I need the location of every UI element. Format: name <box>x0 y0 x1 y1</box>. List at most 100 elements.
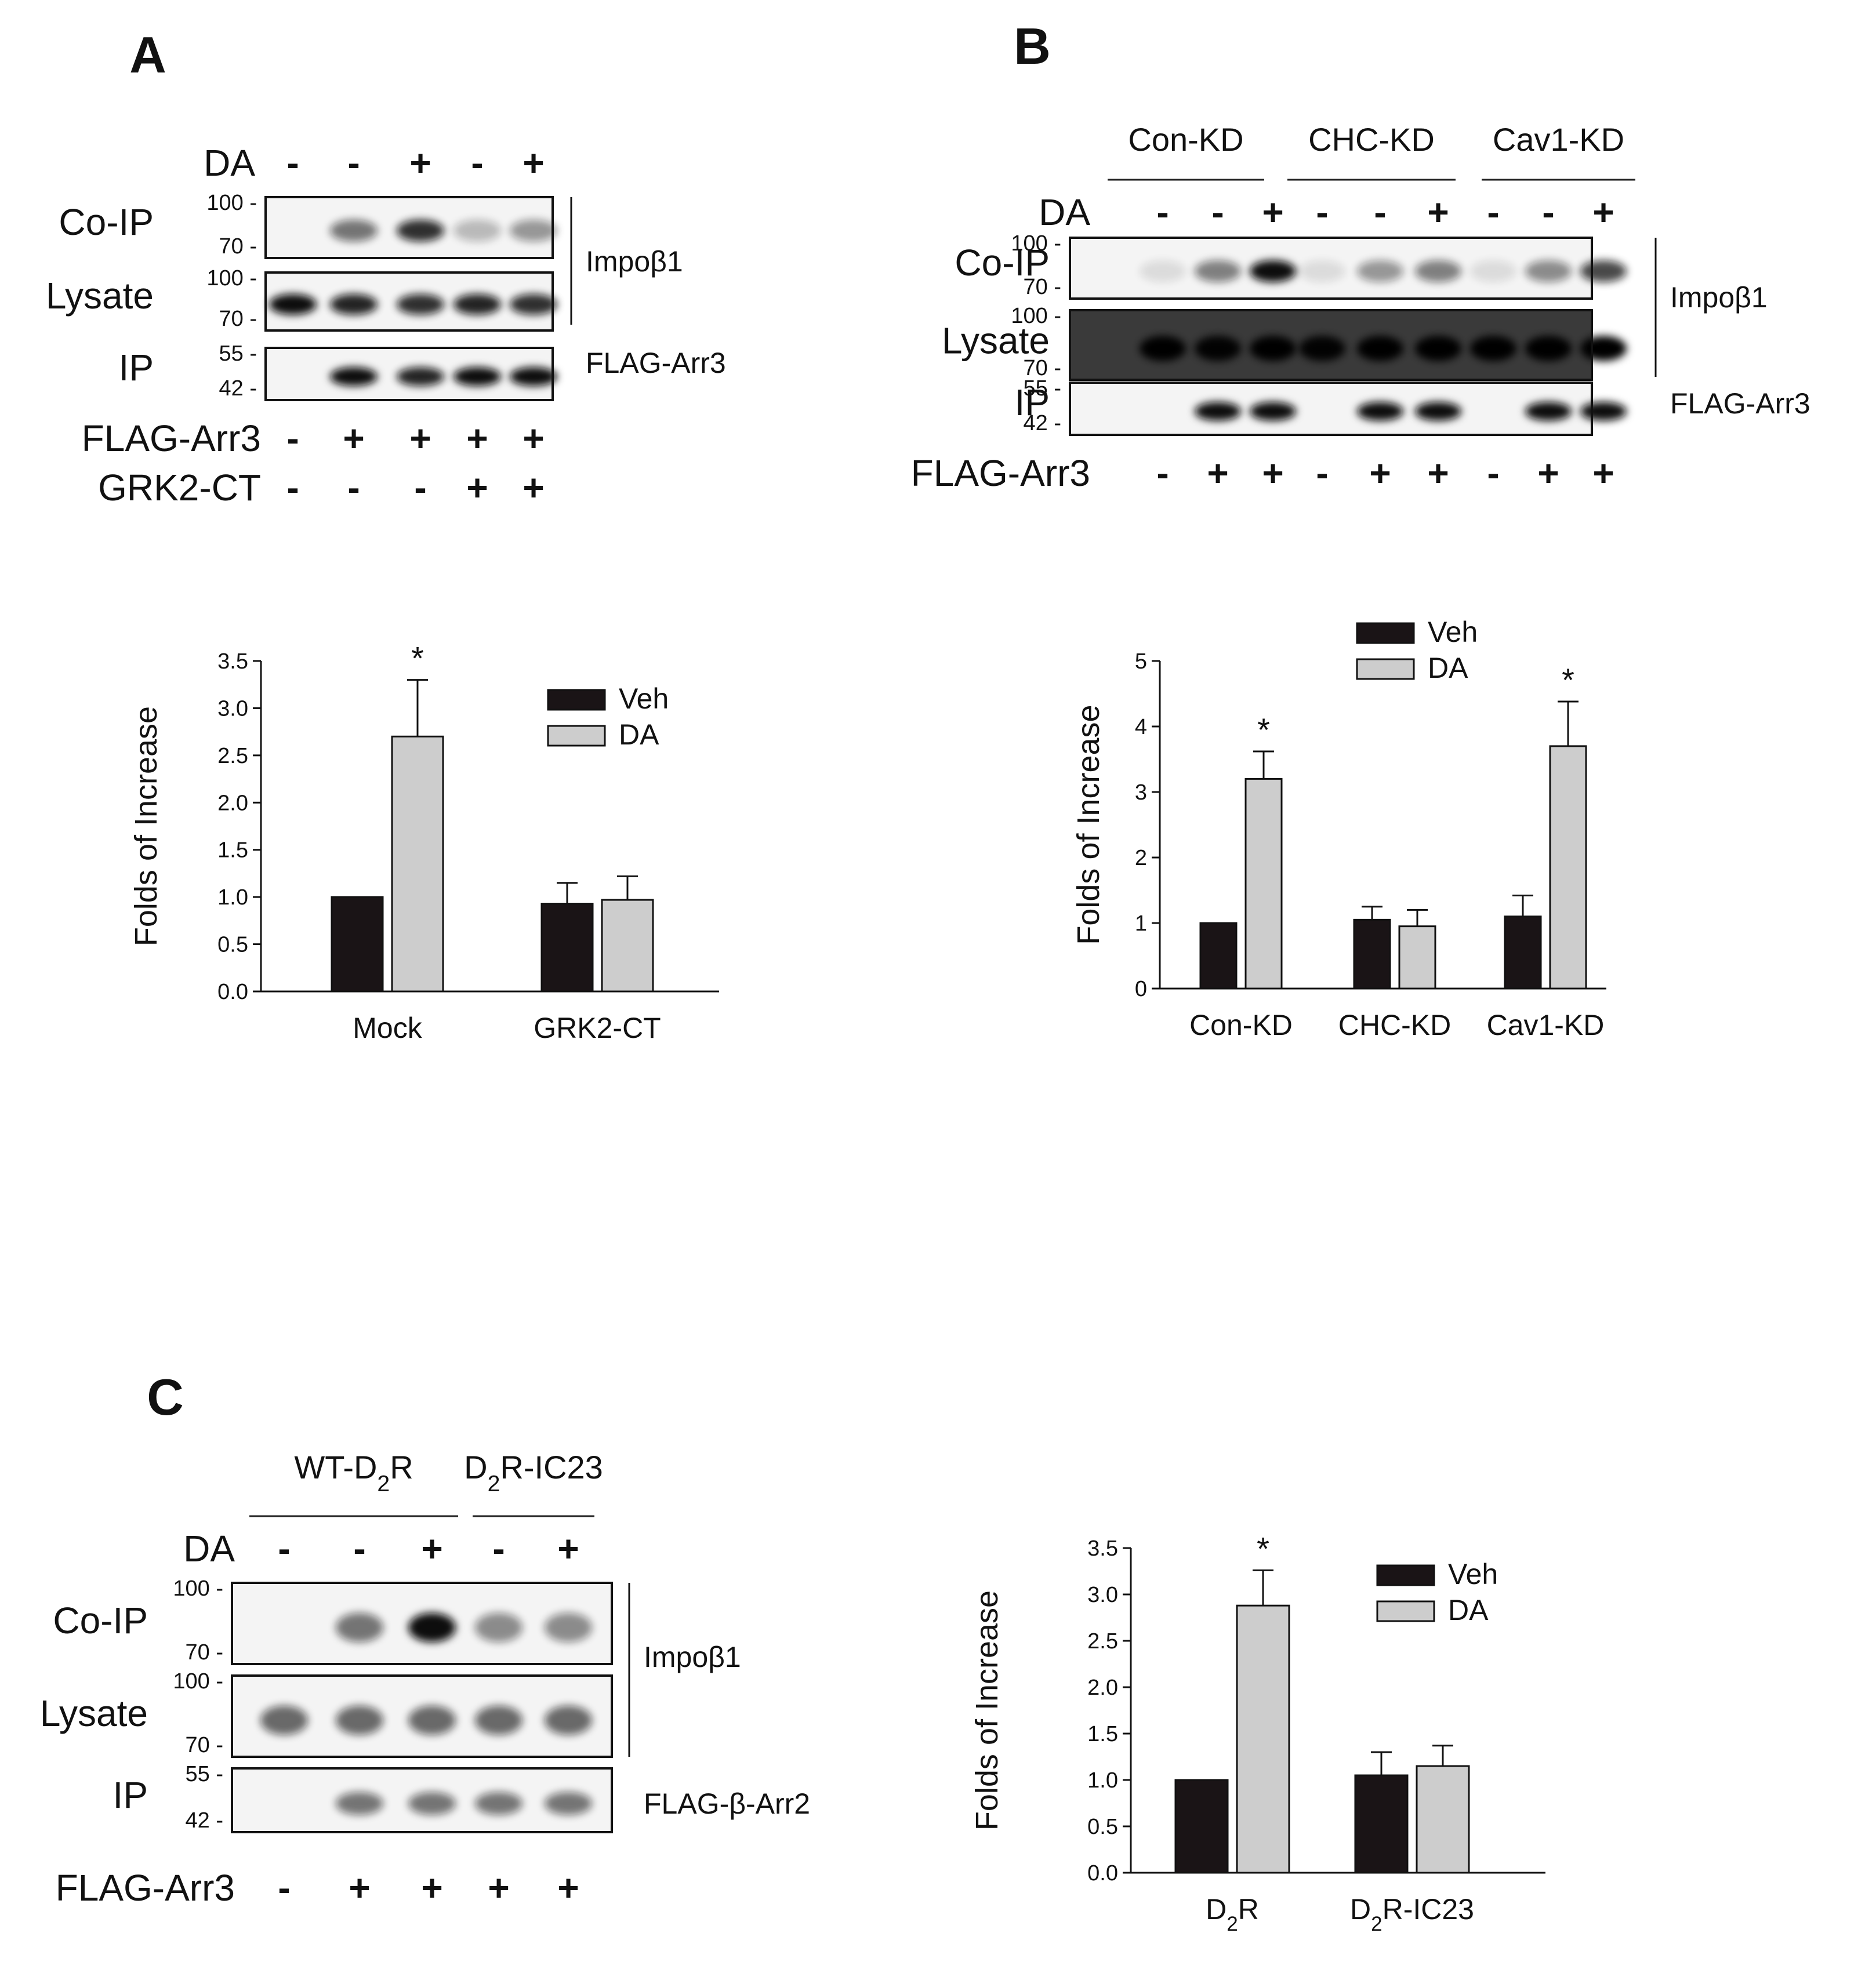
bar-b-da-1 <box>1398 925 1436 990</box>
band <box>1580 336 1627 361</box>
x-category-b-0: Con-KD <box>1189 1009 1293 1041</box>
mw-marker: 42 - <box>186 1808 223 1833</box>
blot-strip-b-ip <box>1069 382 1627 436</box>
band <box>1580 260 1627 282</box>
panel-c-letter: C <box>147 1368 184 1426</box>
antibody-label-a-0: Impoβ1 <box>586 245 683 278</box>
treatment-label-c-flag-arr3: FLAG-Arr3 <box>56 1867 235 1909</box>
sign-a-top-4: + <box>522 142 544 184</box>
band <box>1415 402 1461 421</box>
sign-c-bottom-4: + <box>557 1867 579 1909</box>
row-label-a-ip: IP <box>119 347 154 388</box>
bar-b-da-0 <box>1244 778 1283 990</box>
strip-frame <box>264 196 554 259</box>
bar-chart-c: 0.0 0.5 1.0 1.5 2.0 2.5 3.0 3.5 Folds of Increas… <box>970 1530 1545 1935</box>
y-tick-label-a-0: 0.0 <box>217 980 248 1004</box>
band <box>1415 336 1461 361</box>
x-category-a-1: GRK2-CT <box>534 1012 661 1044</box>
band <box>336 1612 383 1643</box>
bar-c-veh-0 <box>1174 1779 1229 1874</box>
treatment-label-a-grk2-ct: GRK2-CT <box>98 467 261 508</box>
blot-strip-b-co-ip <box>1069 237 1627 300</box>
y-tick-label-a-1: 0.5 <box>217 933 248 957</box>
band <box>453 219 501 242</box>
y-tick-label-b-2: 2 <box>1135 846 1147 870</box>
band <box>330 219 378 242</box>
y-tick-label-a-2: 1.0 <box>217 885 248 910</box>
mw-marker: 70 - <box>1024 356 1061 380</box>
group-label-b-1: CHC-KD <box>1308 121 1435 158</box>
band <box>545 1792 592 1815</box>
treatment-label-b-da: DA <box>1039 191 1090 233</box>
mw-marker: 55 - <box>219 341 257 366</box>
mw-marker: 70 - <box>186 1640 223 1665</box>
legend-swatch-a-da <box>547 725 606 747</box>
mw-marker: 70 - <box>219 307 257 331</box>
band <box>336 1705 383 1735</box>
band <box>545 1705 592 1735</box>
band <box>397 294 444 315</box>
bar-a-da-0 <box>391 735 444 993</box>
y-axis-title-c: Folds of Increase <box>970 1590 1004 1830</box>
band <box>1525 336 1572 361</box>
y-tick-label-a-3: 1.5 <box>217 838 248 863</box>
sign-b-bottom-1: + <box>1207 452 1228 494</box>
sign-c-bottom-1: + <box>349 1867 370 1909</box>
x-category-b-2: Cav1-KD <box>1487 1009 1605 1041</box>
significance-b-0: * <box>1257 711 1270 748</box>
sign-c-top-4: + <box>557 1528 579 1570</box>
y-tick-label-c-3: 1.5 <box>1087 1722 1118 1746</box>
treatment-label-a-da: DA <box>204 142 255 184</box>
band <box>1195 260 1241 282</box>
y-tick-label-c-0: 0.0 <box>1087 1861 1118 1885</box>
panel-b-letter: B <box>1014 17 1051 75</box>
band <box>336 1792 383 1815</box>
sign-b-top-4: - <box>1374 191 1386 233</box>
x-category-b-1: CHC-KD <box>1338 1009 1451 1041</box>
y-tick-label-a-7: 3.5 <box>217 649 248 674</box>
bar-b-veh-0 <box>1199 922 1238 990</box>
sign-b-bottom-8: + <box>1592 452 1614 494</box>
strip-frame <box>1069 382 1593 436</box>
sign-b-top-1: - <box>1211 191 1224 233</box>
y-tick-label-b-3: 3 <box>1135 780 1147 805</box>
band <box>260 1705 308 1735</box>
band <box>1299 260 1345 282</box>
y-tick-label-a-6: 3.0 <box>217 696 248 721</box>
bar-b-veh-1 <box>1353 918 1391 990</box>
blot-strip-c-ip <box>231 1767 613 1833</box>
mw-marker: 70 - <box>186 1733 223 1757</box>
row-label-c-ip: IP <box>113 1774 148 1816</box>
band <box>475 1705 522 1735</box>
sign-c-bottom-3: + <box>488 1867 509 1909</box>
legend-swatch-b-da <box>1356 658 1415 680</box>
sign-a-bottom-2: - <box>414 467 426 508</box>
sign-a-bottom-2: + <box>409 417 431 459</box>
sign-b-top-7: - <box>1542 191 1554 233</box>
sign-c-bottom-2: + <box>421 1867 442 1909</box>
strip-frame <box>264 271 554 332</box>
x-category-c-1: D2R-IC23 <box>1350 1893 1474 1935</box>
sign-b-bottom-3: - <box>1316 452 1328 494</box>
sign-a-bottom-4: + <box>522 467 544 508</box>
strip-frame <box>231 1582 613 1665</box>
row-label-c-lysate: Lysate <box>40 1692 148 1734</box>
mw-marker: 55 - <box>186 1762 223 1786</box>
y-tick-label-c-1: 0.5 <box>1087 1815 1118 1839</box>
band <box>510 294 557 315</box>
band <box>330 367 378 386</box>
row-label-b-co-ip: Co-IP <box>955 242 1050 284</box>
sign-b-top-6: - <box>1487 191 1499 233</box>
band <box>1525 260 1572 282</box>
band <box>1140 336 1186 361</box>
row-label-c-co-ip: Co-IP <box>53 1600 148 1641</box>
y-tick-label-b-4: 4 <box>1135 715 1147 739</box>
band <box>1357 336 1403 361</box>
sign-b-bottom-4: + <box>1369 452 1391 494</box>
bar-c-veh-1 <box>1354 1774 1409 1874</box>
bar-c-da-1 <box>1416 1765 1470 1874</box>
sign-b-top-5: + <box>1427 191 1449 233</box>
y-tick-label-c-2: 1.0 <box>1087 1768 1118 1793</box>
band <box>545 1612 592 1643</box>
band <box>453 294 501 315</box>
